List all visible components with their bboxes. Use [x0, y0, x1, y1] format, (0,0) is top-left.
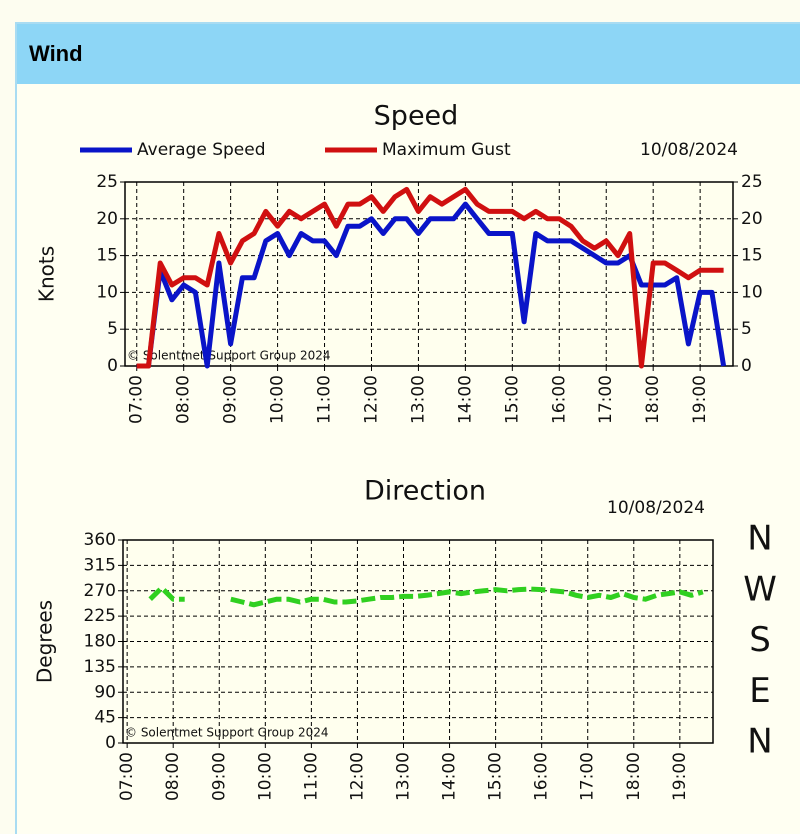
- x-tick-label: 16:00: [532, 752, 552, 801]
- y-tick-label: 315: [84, 555, 116, 575]
- compass-label: S: [749, 620, 771, 660]
- y2-tick-label: 20: [741, 209, 763, 229]
- x-tick-label: 15:00: [502, 375, 522, 424]
- y-tick-label: 0: [107, 356, 118, 376]
- chart-title: Speed: [374, 101, 459, 132]
- x-tick-label: 16:00: [549, 375, 569, 424]
- x-tick-label: 11:00: [301, 752, 321, 801]
- y-tick-label: 45: [94, 708, 116, 728]
- x-tick-label: 18:00: [643, 375, 663, 424]
- legend-label: Average Speed: [137, 140, 266, 160]
- compass-label: N: [747, 722, 772, 762]
- y-tick-label: 0: [105, 733, 116, 753]
- y-axis-label: Degrees: [33, 600, 57, 683]
- x-tick-label: 09:00: [209, 752, 229, 801]
- x-tick-label: 19:00: [670, 752, 690, 801]
- y-tick-label: 225: [84, 606, 116, 626]
- y-tick-label: 270: [84, 581, 116, 601]
- watermark: © Solentmet Support Group 2024: [125, 726, 329, 740]
- x-tick-label: 09:00: [221, 375, 241, 424]
- y2-tick-label: 15: [741, 246, 763, 266]
- chart-title: Direction: [364, 476, 486, 507]
- legend-label: Maximum Gust: [382, 140, 511, 160]
- y-tick-label: 90: [94, 682, 116, 702]
- y-tick-label: 180: [84, 632, 116, 652]
- x-tick-label: 14:00: [455, 375, 475, 424]
- y-tick-label: 25: [96, 172, 118, 192]
- chart-date: 10/08/2024: [640, 140, 738, 160]
- x-tick-label: 08:00: [174, 375, 194, 424]
- panel-title: Wind: [29, 41, 83, 66]
- y-tick-label: 10: [96, 282, 118, 302]
- watermark: © Solentmet Support Group 2024: [127, 349, 331, 363]
- x-tick-label: 19:00: [690, 375, 710, 424]
- panel-header: Wind: [17, 24, 800, 84]
- x-tick-label: 12:00: [361, 375, 381, 424]
- series-line: [136, 201, 727, 369]
- y2-tick-label: 0: [741, 356, 752, 376]
- x-tick-label: 07:00: [117, 752, 137, 801]
- x-tick-label: 07:00: [127, 375, 147, 424]
- x-tick-label: 17:00: [596, 375, 616, 424]
- series-line: [136, 186, 724, 369]
- y-tick-label: 135: [84, 657, 116, 677]
- x-tick-label: 13:00: [393, 752, 413, 801]
- y-tick-label: 360: [84, 530, 116, 550]
- compass-label: E: [749, 671, 770, 711]
- y2-tick-label: 5: [741, 319, 752, 339]
- plot-frame: [124, 181, 734, 367]
- y-axis-label: Knots: [35, 246, 59, 302]
- x-tick-label: 18:00: [624, 752, 644, 801]
- y-tick-label: 20: [96, 209, 118, 229]
- x-tick-label: 15:00: [486, 752, 506, 801]
- x-tick-label: 14:00: [440, 752, 460, 801]
- y-tick-label: 5: [107, 319, 118, 339]
- y2-tick-label: 10: [741, 282, 763, 302]
- compass-label: N: [747, 519, 772, 559]
- chart-date: 10/08/2024: [607, 498, 705, 518]
- x-tick-label: 10:00: [255, 752, 275, 801]
- x-tick-label: 13:00: [408, 375, 428, 424]
- series-line: [148, 585, 704, 608]
- x-tick-label: 08:00: [163, 752, 183, 801]
- x-tick-label: 11:00: [315, 375, 335, 424]
- x-tick-label: 12:00: [347, 752, 367, 801]
- y-tick-label: 15: [96, 246, 118, 266]
- x-tick-label: 10:00: [268, 375, 288, 424]
- y2-tick-label: 25: [741, 172, 763, 192]
- plot-frame: [122, 539, 714, 744]
- compass-label: W: [743, 569, 777, 609]
- x-tick-label: 17:00: [578, 752, 598, 801]
